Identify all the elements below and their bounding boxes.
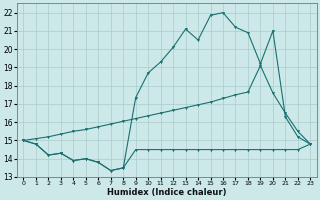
X-axis label: Humidex (Indice chaleur): Humidex (Indice chaleur)	[107, 188, 227, 197]
